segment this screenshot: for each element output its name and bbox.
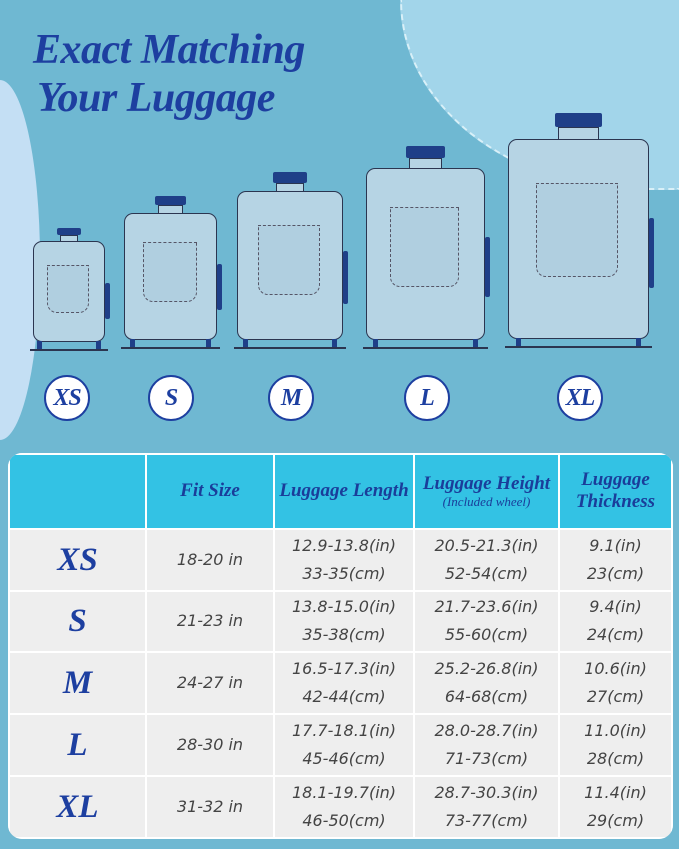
height-cell: 21.7-23.6(in) 55-60(cm) xyxy=(413,589,560,654)
length-cm: 42-44(cm) xyxy=(302,687,386,707)
height-cm: 71-73(cm) xyxy=(444,749,529,769)
table-row: XL 31-32 in 18.1-19.7(in) 46-50(cm) 28.7-… xyxy=(8,775,673,839)
length-in: 17.7-18.1(in) xyxy=(291,721,397,741)
table-row: S 21-23 in 13.8-15.0(in) 35-38(cm) 21.7-2… xyxy=(8,589,673,654)
headline-line-1: Exact Matching xyxy=(33,27,305,73)
fit-size-cell: 31-32 in xyxy=(145,775,275,839)
thickness-cell: 11.0(in) 28(cm) xyxy=(558,713,673,778)
length-in: 13.8-15.0(in) xyxy=(291,597,397,617)
table-row: L 28-30 in 17.7-18.1(in) 45-46(cm) 28.0-2… xyxy=(8,713,673,778)
luggage-s-icon xyxy=(121,196,222,349)
fit-size-cell: 24-27 in xyxy=(145,651,275,716)
height-cm: 64-68(cm) xyxy=(444,687,529,707)
header-length: Luggage Length xyxy=(273,453,415,530)
size-badge-m: M xyxy=(268,375,314,421)
table-row: XS 18-20 in 12.9-13.8(in) 33-35(cm) 20.5-… xyxy=(8,527,673,592)
thickness-cm: 27(cm) xyxy=(586,687,645,707)
fit-size-cell: 21-23 in xyxy=(145,589,275,654)
table-header-row: Fit Size Luggage Length Luggage Height (I… xyxy=(8,453,673,530)
thickness-cm: 28(cm) xyxy=(586,749,645,769)
height-cm: 55-60(cm) xyxy=(444,625,529,645)
luggage-xs-icon xyxy=(30,228,110,351)
length-cell: 16.5-17.3(in) 42-44(cm) xyxy=(273,651,415,716)
thickness-cell: 10.6(in) 27(cm) xyxy=(558,651,673,716)
length-cm: 35-38(cm) xyxy=(302,625,386,645)
header-height: Luggage Height (Included wheel) xyxy=(413,453,560,530)
length-cell: 13.8-15.0(in) 35-38(cm) xyxy=(273,589,415,654)
size-chart-table: Fit Size Luggage Length Luggage Height (I… xyxy=(8,453,673,839)
thickness-in: 11.4(in) xyxy=(584,783,647,803)
thickness-in: 11.0(in) xyxy=(584,721,647,741)
headline-line-2: Your Luggage xyxy=(37,75,275,121)
size-badge-s: S xyxy=(148,375,194,421)
header-blank xyxy=(8,453,147,530)
thickness-cm: 23(cm) xyxy=(586,563,645,583)
height-cell: 28.0-28.7(in) 71-73(cm) xyxy=(413,713,560,778)
length-in: 16.5-17.3(in) xyxy=(291,659,397,679)
size-badge-xs: XS xyxy=(44,375,90,421)
header-height-label: Luggage Height xyxy=(422,473,551,495)
length-in: 18.1-19.7(in) xyxy=(291,783,397,803)
luggage-m-icon xyxy=(234,172,348,349)
length-cm: 33-35(cm) xyxy=(302,563,386,583)
size-cell: XL xyxy=(8,775,147,839)
height-cm: 52-54(cm) xyxy=(444,563,529,583)
thickness-cm: 24(cm) xyxy=(586,625,645,645)
height-in: 21.7-23.6(in) xyxy=(434,597,539,617)
height-in: 28.7-30.3(in) xyxy=(434,783,539,803)
thickness-in: 9.1(in) xyxy=(589,535,642,555)
header-fit-size: Fit Size xyxy=(145,453,275,530)
size-cell: L xyxy=(8,713,147,778)
luggage-xl-icon xyxy=(505,113,654,348)
thickness-in: 9.4(in) xyxy=(589,597,642,617)
header-thickness: Luggage Thickness xyxy=(558,453,673,530)
size-cell: M xyxy=(8,651,147,716)
thickness-cm: 29(cm) xyxy=(586,811,645,831)
fit-size-cell: 18-20 in xyxy=(145,527,275,592)
length-cell: 12.9-13.8(in) 33-35(cm) xyxy=(273,527,415,592)
length-in: 12.9-13.8(in) xyxy=(291,535,397,555)
headline: Exact Matching Your Luggage xyxy=(33,26,305,122)
table-row: M 24-27 in 16.5-17.3(in) 42-44(cm) 25.2-2… xyxy=(8,651,673,716)
fit-size-cell: 28-30 in xyxy=(145,713,275,778)
length-cm: 45-46(cm) xyxy=(302,749,386,769)
size-cell: XS xyxy=(8,527,147,592)
height-cm: 73-77(cm) xyxy=(444,811,529,831)
size-badge-l: L xyxy=(404,375,450,421)
thickness-in: 10.6(in) xyxy=(584,659,647,679)
height-in: 20.5-21.3(in) xyxy=(434,535,539,555)
height-cell: 20.5-21.3(in) 52-54(cm) xyxy=(413,527,560,592)
height-cell: 25.2-26.8(in) 64-68(cm) xyxy=(413,651,560,716)
thickness-cell: 11.4(in) 29(cm) xyxy=(558,775,673,839)
thickness-cell: 9.4(in) 24(cm) xyxy=(558,589,673,654)
size-cell: S xyxy=(8,589,147,654)
luggage-l-icon xyxy=(363,146,490,349)
thickness-cell: 9.1(in) 23(cm) xyxy=(558,527,673,592)
height-in: 28.0-28.7(in) xyxy=(434,721,539,741)
height-in: 25.2-26.8(in) xyxy=(434,659,539,679)
height-cell: 28.7-30.3(in) 73-77(cm) xyxy=(413,775,560,839)
size-badge-xl: XL xyxy=(557,375,603,421)
length-cm: 46-50(cm) xyxy=(302,811,386,831)
length-cell: 17.7-18.1(in) 45-46(cm) xyxy=(273,713,415,778)
length-cell: 18.1-19.7(in) 46-50(cm) xyxy=(273,775,415,839)
header-height-note: (Included wheel) xyxy=(442,494,531,510)
